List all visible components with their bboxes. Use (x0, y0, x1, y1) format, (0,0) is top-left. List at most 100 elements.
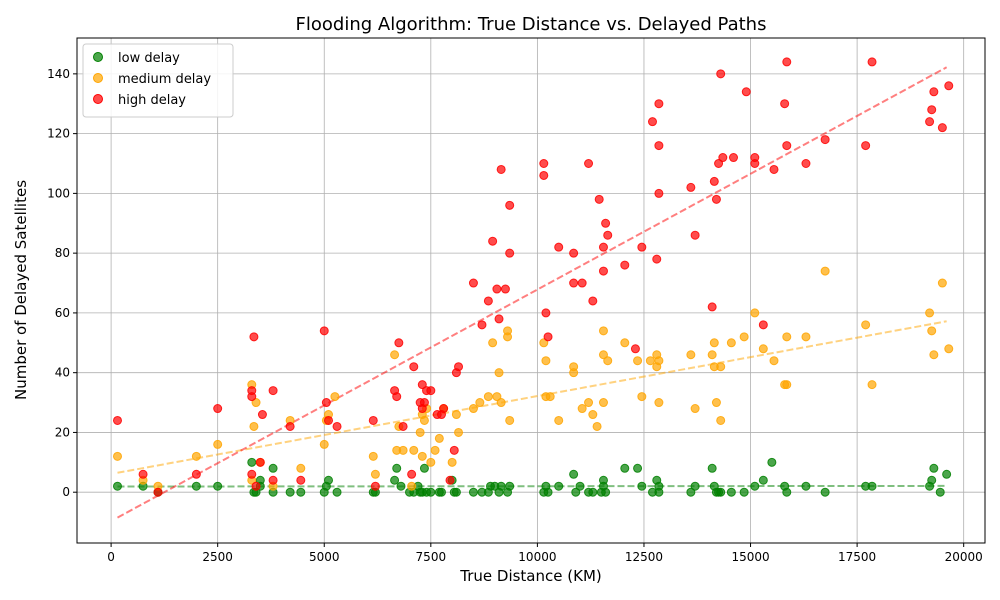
legend-label-high-delay: high delay (118, 93, 186, 108)
medium-delay-point (430, 445, 440, 455)
high-delay-point (419, 398, 429, 408)
high-delay-point (944, 81, 954, 91)
high-delay-point (861, 141, 871, 151)
high-delay-point (449, 445, 459, 455)
high-delay-point (324, 415, 334, 425)
medium-delay-point (112, 451, 122, 461)
low-delay-point (324, 475, 334, 485)
high-delay-point (153, 487, 163, 497)
high-delay-point (554, 242, 564, 252)
medium-delay-point (758, 344, 768, 354)
medium-delay-point (929, 350, 939, 360)
high-delay-point (654, 141, 664, 151)
y-tick-label: 20 (55, 425, 70, 439)
low-delay-point (782, 487, 792, 497)
medium-delay-point (539, 338, 549, 348)
x-tick-label: 0 (107, 550, 115, 564)
high-delay-point (711, 194, 721, 204)
low-delay-point (801, 481, 811, 491)
high-delay-point (191, 469, 201, 479)
high-delay-point (541, 308, 551, 318)
medium-delay-point (592, 421, 602, 431)
high-delay-point (637, 242, 647, 252)
y-tick-label: 40 (55, 366, 70, 380)
low-delay-point (112, 481, 122, 491)
high-delay-point (285, 421, 295, 431)
medium-delay-point (690, 404, 700, 414)
high-delay-point (750, 153, 760, 163)
medium-delay-point (492, 392, 502, 402)
medium-delay-point (750, 308, 760, 318)
low-delay-point (213, 481, 223, 491)
high-delay-point (758, 320, 768, 330)
high-delay-point (780, 99, 790, 109)
medium-delay-point (191, 451, 201, 461)
high-delay-point (569, 278, 579, 288)
medium-delay-point (330, 392, 340, 402)
medium-delay-point (415, 427, 425, 437)
y-axis-label: Number of Delayed Satellites (12, 180, 30, 400)
low-delay-point (767, 457, 777, 467)
high-delay-point (454, 362, 464, 372)
low-delay-point (927, 475, 937, 485)
high-delay-point (477, 320, 487, 330)
high-delay-point (445, 475, 455, 485)
low-delay-point (935, 487, 945, 497)
x-tick-label: 12500 (625, 550, 663, 564)
high-delay-point (213, 404, 223, 414)
high-delay-point (296, 475, 306, 485)
low-delay-point (707, 463, 717, 473)
medium-delay-point (716, 415, 726, 425)
legend-marker-medium-delay (93, 73, 103, 83)
high-delay-point (332, 421, 342, 431)
high-delay-point (539, 170, 549, 180)
high-delay-point (468, 278, 478, 288)
low-delay-point (654, 487, 664, 497)
medium-delay-point (368, 451, 378, 461)
medium-delay-point (483, 392, 493, 402)
low-delay-point (505, 481, 515, 491)
legend: low delay medium delay high delay (82, 43, 234, 118)
low-delay-point (571, 487, 581, 497)
y-tick-label: 140 (47, 67, 70, 81)
high-delay-point (714, 159, 724, 169)
medium-delay-point (390, 350, 400, 360)
low-delay-point (929, 463, 939, 473)
high-delay-point (577, 278, 587, 288)
high-delay-point (569, 248, 579, 258)
low-delay-point (637, 481, 647, 491)
high-delay-point (251, 481, 261, 491)
high-delay-point (654, 188, 664, 198)
high-delay-point (483, 296, 493, 306)
high-delay-point (505, 248, 515, 258)
medium-delay-point (633, 356, 643, 366)
high-delay-point (927, 105, 937, 115)
high-delay-point (368, 415, 378, 425)
high-delay-point (257, 410, 267, 420)
y-tick-label: 0 (62, 485, 70, 499)
high-delay-point (370, 481, 380, 491)
high-delay-point (112, 415, 122, 425)
high-delay-point (488, 236, 498, 246)
x-tick-label: 17500 (838, 550, 876, 564)
high-delay-point (417, 380, 427, 390)
medium-delay-point (426, 457, 436, 467)
high-delay-point (867, 57, 877, 67)
low-delay-point (716, 487, 726, 497)
medium-delay-point (496, 398, 506, 408)
high-delay-point (496, 164, 506, 174)
medium-delay-point (554, 415, 564, 425)
medium-delay-point (584, 398, 594, 408)
legend-label-medium-delay: medium delay (118, 72, 211, 87)
high-delay-point (392, 392, 402, 402)
low-delay-point (451, 487, 461, 497)
medium-delay-point (927, 326, 937, 336)
medium-delay-point (494, 368, 504, 378)
axis-ticks: 0 2500 5000 7500 10000 12500 15000 17500 20000 0 2… (47, 67, 983, 564)
medium-delay-point (637, 392, 647, 402)
high-delay-point (728, 153, 738, 163)
low-delay-point (575, 481, 585, 491)
high-delay-point (138, 469, 148, 479)
medium-delay-point (505, 415, 515, 425)
high-delay-point (707, 302, 717, 312)
